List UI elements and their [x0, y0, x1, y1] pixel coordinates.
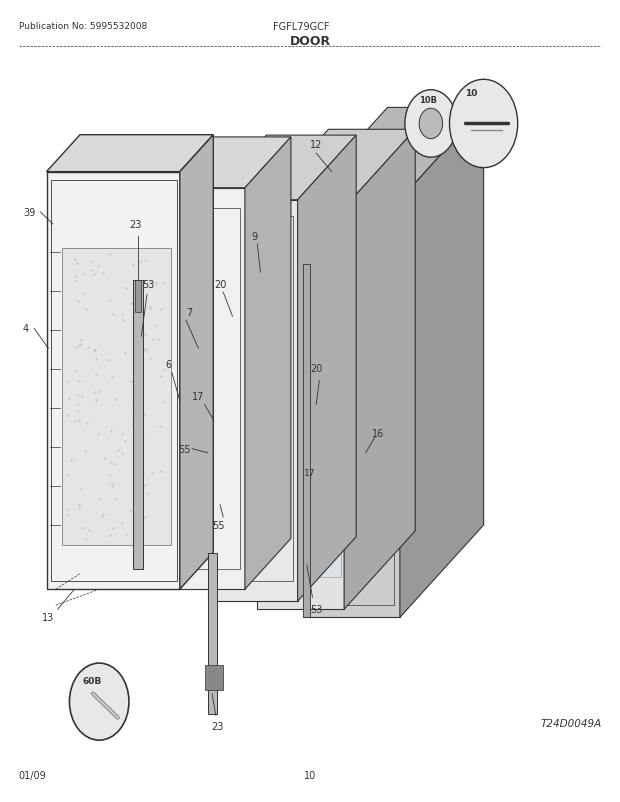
Text: 53: 53: [310, 605, 322, 614]
Polygon shape: [298, 136, 356, 602]
Text: 9: 9: [251, 232, 257, 241]
Text: www.ApplianceParts.com: www.ApplianceParts.com: [200, 395, 358, 407]
Polygon shape: [257, 209, 344, 610]
Polygon shape: [344, 130, 415, 610]
Text: Publication No: 5995532008: Publication No: 5995532008: [19, 22, 147, 31]
Text: 12: 12: [310, 140, 322, 149]
Polygon shape: [304, 200, 400, 618]
Text: 60B: 60B: [82, 676, 102, 685]
Text: 55: 55: [212, 520, 224, 530]
Circle shape: [450, 80, 518, 168]
Polygon shape: [304, 108, 484, 200]
Text: T24D0049A: T24D0049A: [540, 719, 601, 728]
Polygon shape: [208, 136, 356, 200]
Polygon shape: [264, 233, 341, 577]
Polygon shape: [303, 265, 310, 618]
Text: 20: 20: [310, 364, 322, 374]
Text: 39: 39: [23, 208, 35, 217]
Circle shape: [405, 91, 457, 158]
Polygon shape: [62, 249, 170, 545]
Polygon shape: [158, 188, 245, 589]
Text: 23: 23: [129, 220, 141, 229]
Text: 23: 23: [211, 721, 223, 731]
Text: 16: 16: [372, 428, 384, 438]
Text: 7: 7: [186, 308, 192, 318]
Polygon shape: [158, 138, 291, 188]
Polygon shape: [257, 130, 415, 209]
Text: 01/09: 01/09: [19, 770, 46, 780]
Polygon shape: [205, 666, 223, 690]
Text: FGFL79GCF: FGFL79GCF: [273, 22, 329, 32]
Polygon shape: [245, 138, 291, 589]
Polygon shape: [208, 200, 298, 602]
Text: 55: 55: [178, 444, 190, 454]
Text: 4: 4: [23, 324, 29, 334]
Polygon shape: [217, 361, 257, 457]
Text: 6: 6: [166, 360, 172, 370]
Text: 13: 13: [42, 613, 54, 622]
Text: 10: 10: [465, 89, 477, 98]
Text: 53: 53: [143, 280, 155, 290]
Polygon shape: [400, 108, 484, 618]
Text: 10: 10: [304, 770, 316, 780]
Polygon shape: [133, 281, 143, 569]
Polygon shape: [135, 281, 141, 313]
Text: 20: 20: [214, 280, 226, 290]
Circle shape: [69, 663, 129, 740]
Polygon shape: [46, 136, 213, 172]
Text: 17: 17: [192, 392, 205, 402]
Text: DOOR: DOOR: [290, 35, 330, 48]
Circle shape: [419, 109, 443, 140]
Polygon shape: [180, 136, 213, 589]
Polygon shape: [208, 553, 217, 714]
Polygon shape: [46, 172, 180, 589]
Text: 10B: 10B: [418, 96, 437, 105]
Text: 17: 17: [304, 468, 316, 478]
